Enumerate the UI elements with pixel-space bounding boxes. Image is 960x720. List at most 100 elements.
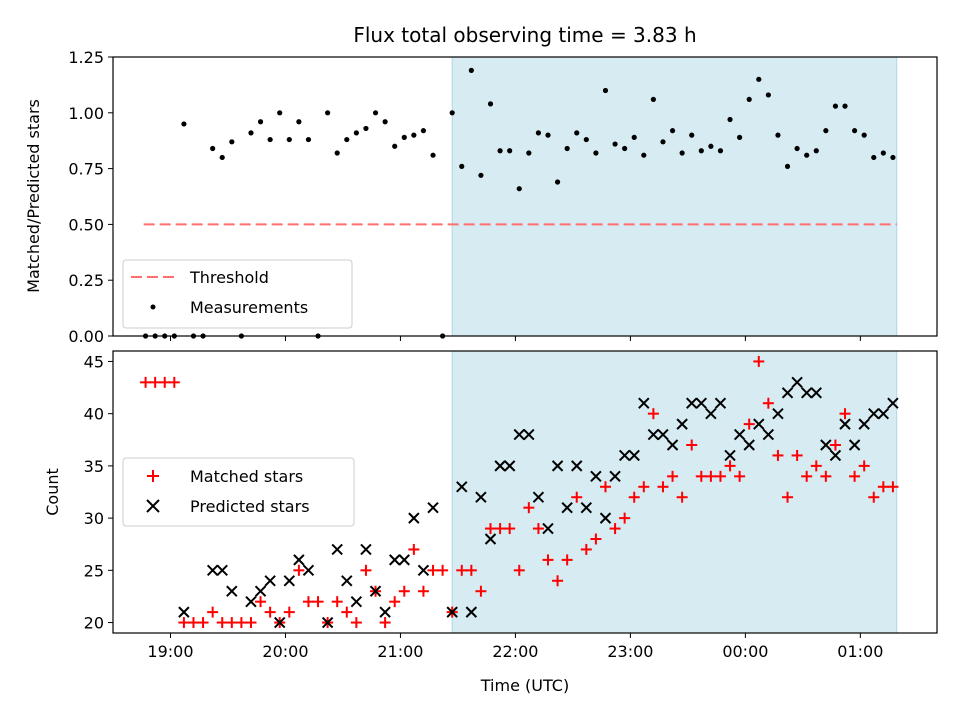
- measurement-point: [880, 150, 886, 156]
- measurement-point: [545, 132, 551, 138]
- predicted-star-point: [465, 606, 478, 618]
- legend-matched-swatch: [147, 470, 159, 482]
- matched-star-point: [705, 470, 717, 482]
- predicted-star-point: [293, 554, 305, 566]
- measurement-point: [871, 154, 877, 161]
- predicted-star-point: [676, 418, 688, 430]
- top-ytick-label: 0.50: [68, 215, 104, 234]
- predicted-star-point-b: [599, 512, 612, 524]
- predicted-star-point-b: [388, 554, 401, 566]
- measurement-point: [650, 96, 656, 103]
- predicted-star-point-b: [628, 449, 640, 462]
- predicted-star-point: [446, 606, 458, 618]
- measurement-point: [535, 130, 542, 136]
- predicted-star-point: [638, 397, 650, 409]
- measurement-point: [602, 87, 609, 94]
- predicted-star-point: [523, 428, 535, 441]
- bottom-ticks: 19:00 20:00 21:00 22:00 23:00 00:00 01:00 20 25 3…: [84, 352, 884, 661]
- predicted-star-point-b: [609, 470, 621, 483]
- matched-star-point: [724, 460, 736, 472]
- top-legend: Threshold Measurements: [122, 259, 353, 329]
- predicted-star-point: [484, 533, 497, 545]
- matched-star-point: [810, 460, 822, 472]
- measurement-point: [852, 128, 858, 134]
- matched-star-point: [379, 617, 391, 629]
- predicted-star-point: [379, 606, 391, 618]
- predicted-star-point-b: [800, 387, 813, 399]
- measurement-point: [631, 134, 637, 140]
- matched-star-point: [868, 491, 880, 503]
- predicted-star-point: [427, 501, 439, 514]
- measurement-point: [593, 150, 599, 156]
- matched-star-point: [331, 596, 343, 608]
- predicted-star-point-b: [465, 606, 478, 618]
- matched-star-point: [820, 470, 832, 482]
- predicted-star-point-b: [695, 397, 708, 409]
- predicted-star-point-b: [868, 407, 880, 420]
- predicted-star-point: [360, 543, 372, 556]
- matched-star-point: [676, 491, 688, 503]
- predicted-star-point: [456, 481, 468, 493]
- predicted-star-point: [331, 543, 343, 556]
- matched-star-point: [552, 575, 564, 587]
- predicted-star-point-b: [848, 439, 861, 451]
- top-ytick-label: 0.00: [68, 327, 104, 346]
- matched-star-point: [408, 543, 420, 555]
- matched-star-point: [437, 564, 449, 576]
- predicted-star-point: [868, 407, 880, 420]
- bottom-ytick-label: 25: [84, 561, 104, 580]
- measurement-point: [737, 134, 743, 140]
- matched-star-point: [753, 355, 765, 367]
- xtick-label: 20:00: [262, 642, 308, 661]
- matched-star-point: [226, 617, 238, 629]
- predicted-star-point: [858, 418, 870, 430]
- measurement-point: [372, 110, 379, 116]
- measurement-point: [717, 148, 724, 154]
- predicted-star-point: [772, 407, 784, 420]
- measurement-point: [526, 150, 532, 156]
- top-panel: 0.00 0.25 0.50 0.75 1.00 1.25 Matched/Predict…: [24, 48, 938, 346]
- predicted-star-point-b: [839, 418, 851, 430]
- measurement-point: [305, 136, 312, 143]
- measurement-point: [248, 130, 254, 136]
- matched-star-point: [590, 533, 602, 545]
- matched-star-point: [465, 564, 477, 576]
- bottom-legend: Matched stars Predicted stars: [122, 457, 355, 527]
- predicted-star-point: [705, 407, 717, 420]
- matched-star-point: [504, 523, 516, 535]
- predicted-star-point-b: [647, 428, 660, 441]
- predicted-star-point: [226, 585, 238, 597]
- predicted-star-point: [350, 595, 363, 608]
- predicted-star-point-b: [446, 606, 458, 618]
- predicted-star-point: [580, 501, 593, 514]
- matched-star-point: [513, 564, 525, 576]
- matched-star-point: [638, 481, 650, 493]
- predicted-stars-markers: [178, 376, 899, 629]
- predicted-star-point: [877, 407, 890, 420]
- top-ytick-label: 0.75: [68, 160, 104, 179]
- matched-star-point: [734, 470, 746, 482]
- xtick-label: 22:00: [492, 642, 538, 661]
- predicted-star-point-b: [369, 585, 382, 597]
- predicted-star-point-b: [666, 439, 679, 451]
- matched-star-point: [877, 481, 889, 493]
- predicted-star-point: [542, 522, 554, 535]
- predicted-star-point-b: [321, 616, 334, 629]
- matched-star-point: [887, 481, 899, 493]
- measurement-point: [229, 139, 235, 145]
- predicted-star-point-b: [226, 585, 238, 597]
- measurement-point: [401, 134, 407, 140]
- bottom-highlight-span: [451, 350, 898, 634]
- matched-star-point: [235, 617, 247, 629]
- bottom-ytick-label: 40: [84, 405, 104, 424]
- measurement-point: [449, 110, 455, 116]
- measurement-point: [564, 145, 570, 152]
- legend-measurements-label: Measurements: [190, 298, 308, 317]
- predicted-star-point: [274, 616, 286, 629]
- measurement-point: [257, 119, 264, 125]
- matched-star-point: [571, 491, 583, 503]
- bottom-legend-box: [122, 457, 355, 527]
- legend-threshold-label: Threshold: [189, 268, 269, 287]
- top-highlight-span: [451, 56, 898, 337]
- predicted-star-point: [743, 439, 755, 451]
